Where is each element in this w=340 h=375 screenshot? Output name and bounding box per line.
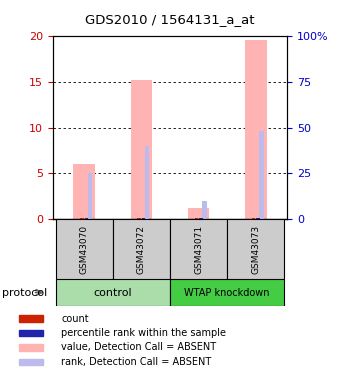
Text: percentile rank within the sample: percentile rank within the sample bbox=[61, 328, 226, 338]
Bar bbox=[137, 218, 141, 219]
Text: count: count bbox=[61, 314, 89, 324]
Bar bbox=[55, 219, 113, 279]
Bar bbox=[194, 218, 198, 219]
Text: control: control bbox=[94, 288, 132, 297]
Bar bbox=[19, 358, 43, 365]
Bar bbox=[19, 344, 43, 351]
Bar bbox=[170, 219, 227, 279]
Bar bbox=[199, 218, 203, 219]
Bar bbox=[142, 218, 146, 219]
Bar bbox=[245, 40, 267, 219]
Text: GSM43073: GSM43073 bbox=[251, 225, 260, 274]
Text: protocol: protocol bbox=[2, 288, 47, 297]
Bar bbox=[227, 219, 285, 279]
Text: GDS2010 / 1564131_a_at: GDS2010 / 1564131_a_at bbox=[85, 13, 255, 26]
Bar bbox=[113, 219, 170, 279]
Text: rank, Detection Call = ABSENT: rank, Detection Call = ABSENT bbox=[61, 357, 211, 367]
Bar bbox=[259, 131, 264, 219]
Text: GSM43072: GSM43072 bbox=[137, 225, 146, 274]
Bar bbox=[131, 80, 152, 219]
Bar bbox=[252, 218, 255, 219]
Bar bbox=[19, 330, 43, 336]
Bar bbox=[256, 218, 260, 219]
Text: WTAP knockdown: WTAP knockdown bbox=[185, 288, 270, 297]
Bar bbox=[80, 218, 84, 219]
Text: GSM43071: GSM43071 bbox=[194, 225, 203, 274]
Bar bbox=[73, 164, 95, 219]
Bar bbox=[145, 146, 149, 219]
Text: GSM43070: GSM43070 bbox=[80, 225, 89, 274]
Bar bbox=[55, 279, 170, 306]
Bar bbox=[202, 201, 207, 219]
Bar bbox=[188, 209, 209, 219]
Bar bbox=[85, 218, 88, 219]
Text: value, Detection Call = ABSENT: value, Detection Call = ABSENT bbox=[61, 342, 216, 352]
Bar bbox=[88, 173, 92, 219]
Bar bbox=[170, 279, 285, 306]
Bar bbox=[19, 315, 43, 322]
